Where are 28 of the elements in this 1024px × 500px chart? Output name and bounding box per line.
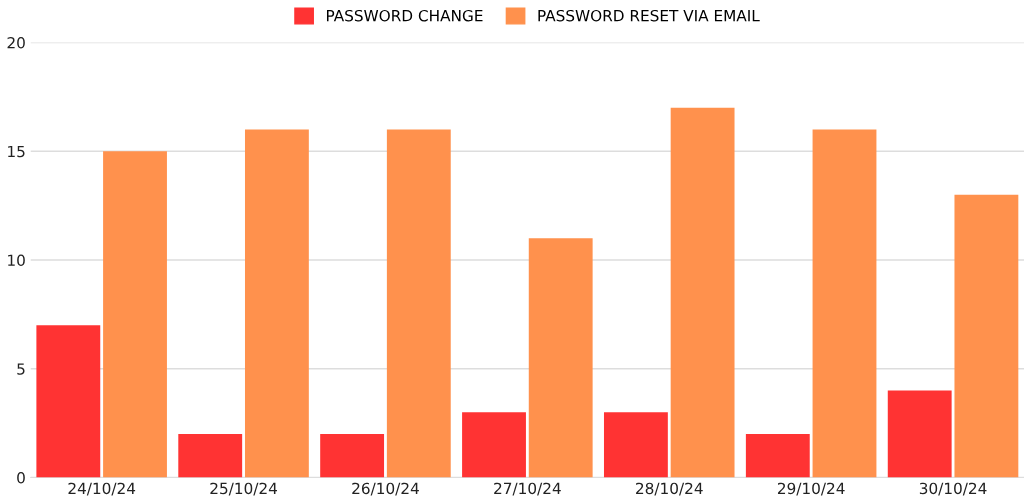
bar: [603, 412, 668, 478]
y-tick-label: 20: [7, 36, 25, 49]
x-tick-label: 25/10/24: [210, 482, 278, 496]
y-tick-label: 5: [17, 363, 25, 375]
x-tick-label: 24/10/24: [68, 482, 136, 496]
bar: [244, 129, 309, 478]
bar: [670, 107, 735, 478]
x-tick-label: 30/10/24: [919, 482, 987, 496]
legend-label: PASSWORD RESET VIA EMAIL: [538, 9, 760, 22]
bar: [178, 434, 243, 478]
bar: [386, 129, 451, 478]
y-tick-label: 15: [8, 145, 25, 158]
y-tick-label: 10: [8, 254, 25, 267]
x-tick-label: 28/10/24: [636, 482, 703, 496]
x-tick-label: 29/10/24: [777, 482, 845, 496]
bar: [462, 412, 526, 478]
bar: [954, 194, 1019, 478]
bar: [528, 238, 593, 478]
y-tick-label: 0: [17, 471, 25, 484]
bar: [887, 390, 952, 478]
x-tick-label: 26/10/24: [352, 482, 419, 496]
bar: [103, 151, 167, 478]
x-tick-label: 27/10/24: [494, 482, 561, 496]
legend-label: PASSWORD CHANGE: [326, 9, 483, 22]
bar: [745, 434, 810, 478]
bar: [812, 129, 877, 478]
bar: [320, 434, 385, 478]
bar: [36, 325, 101, 478]
